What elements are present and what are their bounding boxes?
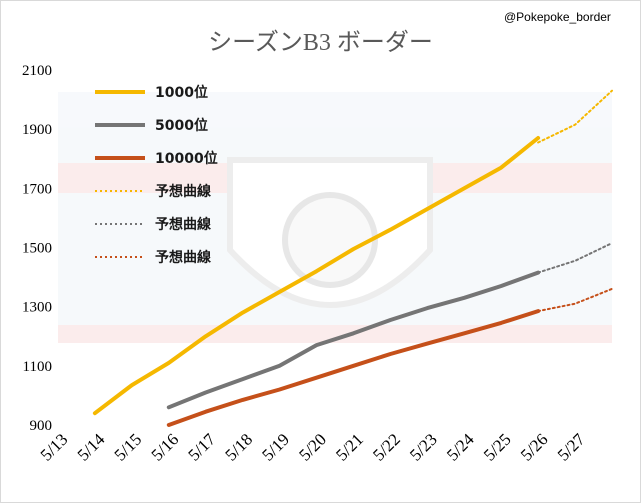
- series-line-5: [537, 242, 613, 274]
- legend-label-5: 予想曲線: [155, 216, 211, 233]
- series-line-2: [166, 270, 541, 410]
- emblem-band-blue: [58, 92, 612, 342]
- legend-label-6: 予想曲線: [155, 249, 211, 266]
- x-tick-label: 5/17: [184, 429, 219, 464]
- y-tick-label: 2100: [22, 63, 52, 79]
- x-tick-label: 5/27: [554, 429, 589, 464]
- credit-label: @Pokepoke_border: [504, 10, 611, 24]
- x-tick-label: 5/15: [111, 430, 146, 465]
- series-line-4: [537, 89, 613, 144]
- emblem-band-red-top: [58, 163, 612, 193]
- legend-label-4: 予想曲線: [155, 183, 211, 200]
- x-tick-label: 5/18: [221, 430, 256, 465]
- legend-label-1: 1000位: [155, 84, 208, 101]
- series-line-1: [92, 136, 541, 416]
- x-tick-label: 5/19: [258, 430, 293, 465]
- y-tick-label: 1700: [22, 181, 52, 197]
- x-tick-label: 5/20: [295, 430, 330, 465]
- x-tick-label: 5/23: [406, 430, 441, 465]
- x-tick-label: 5/13: [37, 430, 72, 465]
- emblem-ball: [282, 192, 378, 288]
- x-tick-label: 5/14: [74, 429, 109, 464]
- y-tick-label: 900: [30, 418, 53, 434]
- emblem-shield: [227, 157, 433, 308]
- legend-label-2: 5000位: [155, 117, 208, 134]
- y-tick-label: 1300: [22, 300, 52, 316]
- background-emblem: [58, 92, 612, 343]
- y-tick-label: 1900: [22, 122, 52, 138]
- series-line-6: [537, 287, 613, 313]
- x-tick-label: 5/25: [480, 430, 515, 465]
- x-tick-label: 5/26: [517, 430, 552, 465]
- y-tick-label: 1100: [23, 359, 52, 375]
- x-tick-label: 5/16: [148, 430, 183, 465]
- x-tick-label: 5/21: [332, 430, 367, 465]
- x-tick-label: 5/24: [443, 429, 478, 464]
- x-tick-label: 5/22: [369, 430, 404, 465]
- series-line-3: [166, 309, 541, 427]
- legend-label-3: 10000位: [155, 150, 218, 167]
- chart-title: シーズンB3 ボーダー: [208, 30, 433, 56]
- y-tick-label: 1500: [22, 241, 52, 257]
